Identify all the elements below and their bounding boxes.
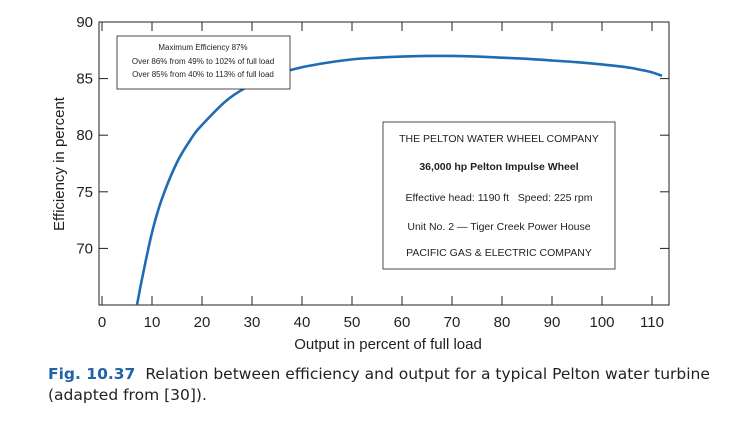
figure-caption: Fig. 10.37 Relation between efficiency an… — [48, 364, 738, 406]
y-tick-label-70: 70 — [76, 240, 93, 257]
y-tick-label-80: 80 — [76, 127, 93, 144]
y-tick-label-75: 75 — [76, 184, 93, 201]
x-tick-label-110: 110 — [640, 314, 664, 331]
x-tick-label-80: 80 — [494, 314, 511, 331]
x-tick-label-90: 90 — [544, 314, 561, 331]
x-tick-label-40: 40 — [294, 314, 311, 331]
y-axis-title: Efficiency in percent — [51, 96, 68, 231]
y-tick-label-90: 90 — [76, 14, 93, 31]
x-tick-label-20: 20 — [194, 314, 211, 331]
x-tick-label-60: 60 — [394, 314, 411, 331]
efficiency-note-box: Maximum Efficiency 87% Over 86% from 49%… — [116, 35, 291, 90]
turbine-info-unit: Unit No. 2 — Tiger Creek Power House — [407, 221, 590, 233]
x-tick-label-0: 0 — [98, 314, 106, 331]
turbine-info-box: THE PELTON WATER WHEEL COMPANY 36,000 hp… — [382, 121, 616, 270]
efficiency-note-line-3: Over 85% from 40% to 113% of full load — [132, 70, 274, 79]
figure-label: Fig. 10.37 — [48, 365, 136, 383]
y-tick-label-85: 85 — [76, 71, 93, 88]
efficiency-note-line-1: Maximum Efficiency 87% — [158, 43, 247, 52]
efficiency-curve — [135, 54, 663, 306]
x-tick-label-50: 50 — [344, 314, 361, 331]
turbine-info-utility: PACIFIC GAS & ELECTRIC COMPANY — [406, 247, 592, 259]
y-axis-tick-labels: 70 75 80 85 90 — [76, 14, 93, 257]
x-tick-label-30: 30 — [244, 314, 261, 331]
x-tick-label-100: 100 — [589, 314, 614, 331]
x-tick-label-10: 10 — [144, 314, 161, 331]
x-axis-title: Output in percent of full load — [294, 336, 482, 353]
turbine-info-wheel: 36,000 hp Pelton Impulse Wheel — [419, 161, 578, 173]
efficiency-note-line-2: Over 86% from 49% to 102% of full load — [132, 57, 274, 66]
plot-frame — [98, 21, 670, 306]
x-axis-ticks — [101, 22, 653, 305]
x-tick-label-70: 70 — [444, 314, 461, 331]
x-axis-tick-labels: 0 10 20 30 40 50 60 70 80 90 100 110 — [98, 314, 664, 331]
figure-caption-text: Relation between efficiency and output f… — [48, 365, 710, 404]
y-axis-ticks — [99, 21, 669, 249]
turbine-info-company: THE PELTON WATER WHEEL COMPANY — [399, 133, 599, 145]
efficiency-chart: 0 10 20 30 40 50 60 70 80 90 100 110 70 75 80 85 90 Out… — [51, 14, 670, 353]
turbine-info-head-speed: Effective head: 1190 ft Speed: 225 rpm — [406, 192, 593, 204]
